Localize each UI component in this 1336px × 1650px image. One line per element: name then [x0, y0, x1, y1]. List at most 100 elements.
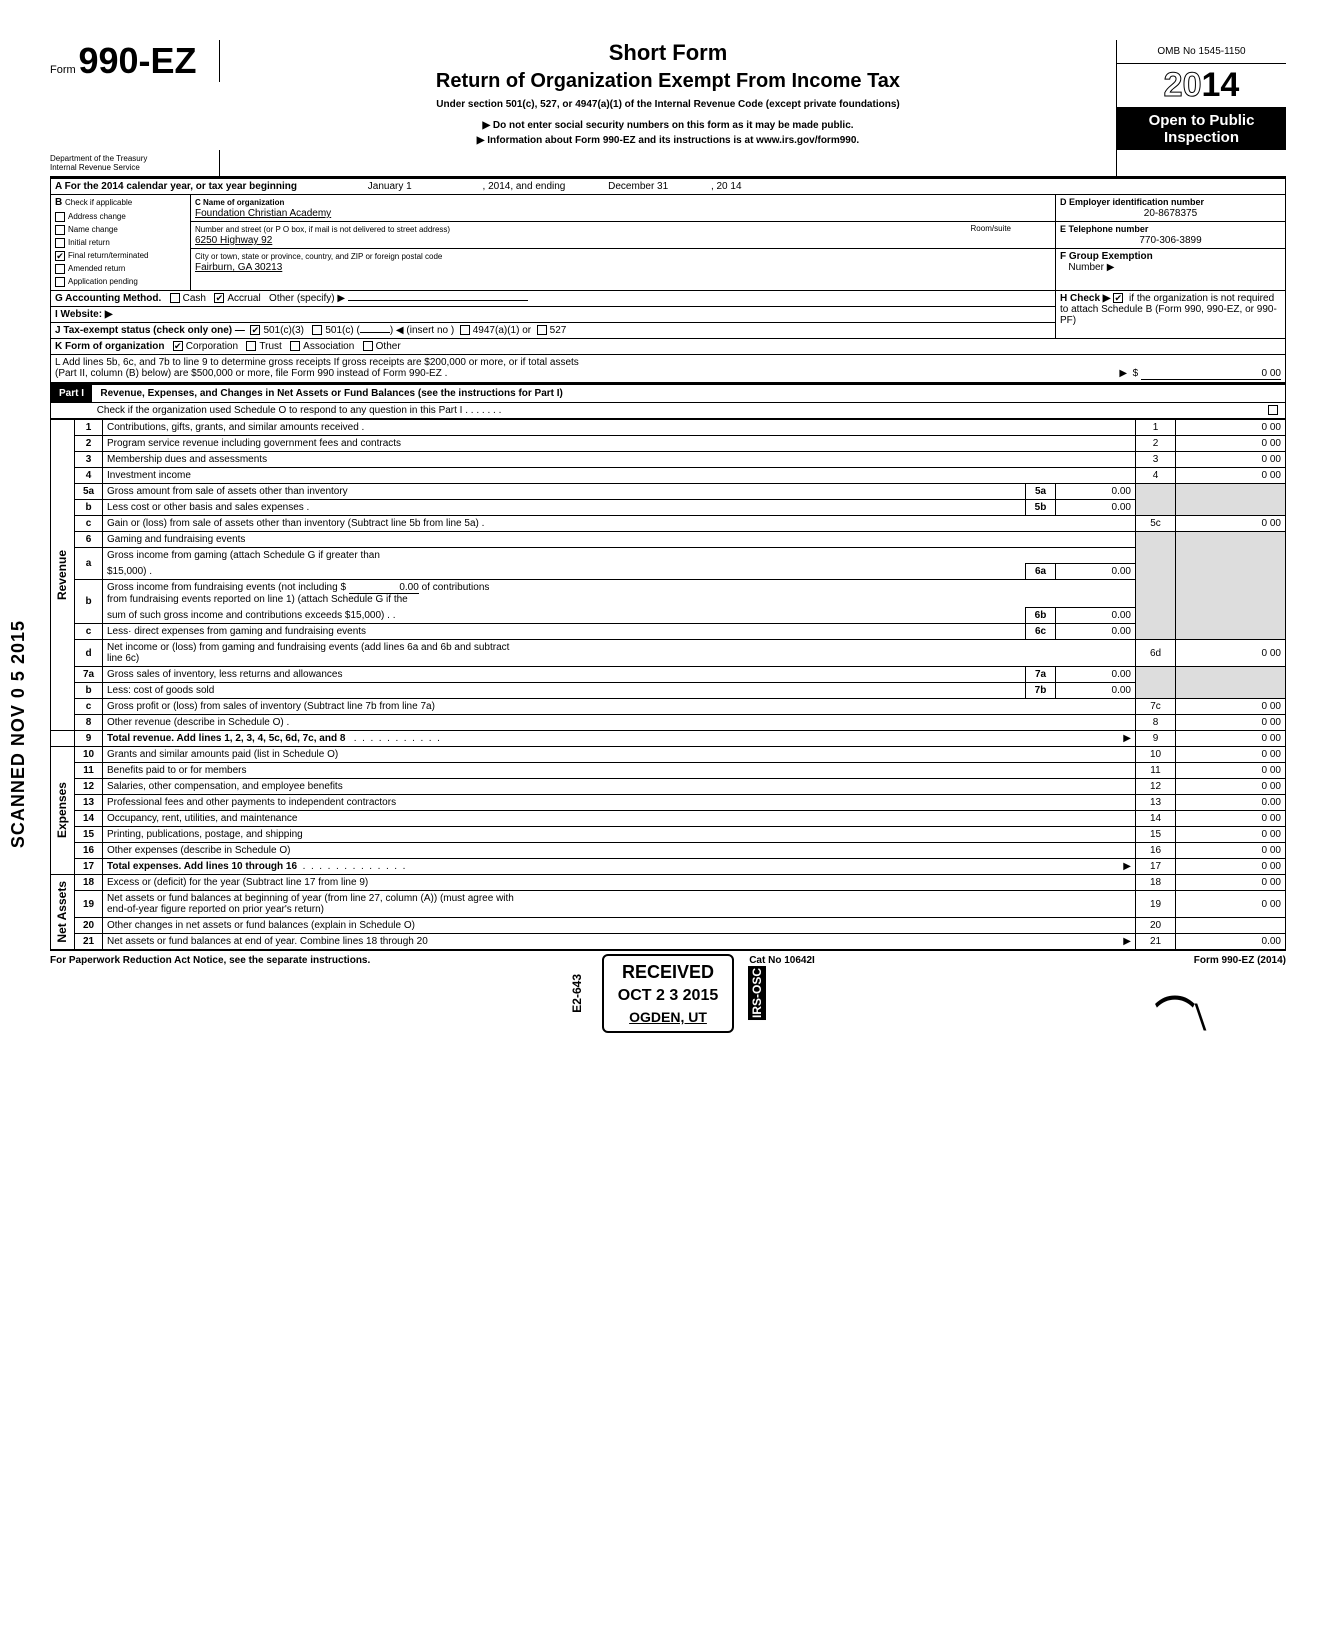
checkbox-final-return[interactable]: [55, 251, 65, 261]
label-g: G Accounting Method.: [55, 293, 161, 304]
line-21-arrow: ▶: [1123, 936, 1131, 947]
line-6b-sa: 0.00: [1056, 608, 1136, 624]
checkbox-accrual[interactable]: [214, 293, 224, 303]
line-5b-desc: Less cost or other basis and sales expen…: [103, 500, 1026, 516]
line-1-amt: 0 00: [1176, 420, 1286, 436]
checkbox-trust[interactable]: [246, 341, 256, 351]
checkbox-h[interactable]: [1113, 293, 1123, 303]
form-prefix: Form: [50, 64, 76, 76]
line-16-desc: Other expenses (describe in Schedule O): [103, 843, 1136, 859]
line-18-box: 18: [1136, 875, 1176, 891]
label-f: F Group Exemption: [1060, 251, 1153, 262]
checkbox-cash[interactable]: [170, 293, 180, 303]
part1-label: Part I: [51, 385, 92, 402]
period-end-yr: , 20 14: [711, 181, 742, 192]
section-d: D Employer identification number 20-8678…: [1056, 195, 1286, 222]
checkbox-corporation[interactable]: [173, 341, 183, 351]
line-20-box: 20: [1136, 918, 1176, 934]
line-7c-box: 7c: [1136, 699, 1176, 715]
line-6b-desc3: from fundraising events reported on line…: [107, 594, 408, 605]
checkbox-application-pending[interactable]: [55, 277, 65, 287]
line-6d-num: d: [75, 640, 103, 667]
section-f: F Group Exemption Number ▶: [1056, 249, 1286, 291]
stamp-ogden: OGDEN, UT: [618, 1009, 719, 1025]
line-7c-num: c: [75, 699, 103, 715]
line-6a-num: a: [75, 548, 103, 580]
line-6a-desc2: $15,000) .: [103, 564, 1026, 580]
line-17-amt: 0 00: [1176, 859, 1286, 875]
line-10-amt: 0 00: [1176, 747, 1286, 763]
checkbox-initial-return[interactable]: [55, 238, 65, 248]
line-17-box: 17: [1136, 859, 1176, 875]
checkbox-527[interactable]: [537, 325, 547, 335]
checkbox-address-change[interactable]: [55, 212, 65, 222]
opt-initial-return: Initial return: [68, 238, 110, 247]
checkbox-amended-return[interactable]: [55, 264, 65, 274]
label-k: K Form of organization: [55, 341, 164, 352]
line-15-box: 15: [1136, 827, 1176, 843]
row-l-line1: L Add lines 5b, 6c, and 7b to line 9 to …: [55, 357, 579, 368]
checkbox-name-change[interactable]: [55, 225, 65, 235]
checkbox-other-org[interactable]: [363, 341, 373, 351]
line-5c-num: c: [75, 516, 103, 532]
line-12-amt: 0 00: [1176, 779, 1286, 795]
department-row: Department of the TreasuryInternal Reven…: [50, 150, 1286, 178]
line-17-desc-text: Total expenses. Add lines 10 through 16: [107, 861, 297, 872]
opt-other-specify: Other (specify) ▶: [269, 293, 345, 304]
row-l-line2: (Part II, column (B) below) are $500,000…: [55, 368, 447, 379]
line-6c-desc: Less· direct expenses from gaming and fu…: [103, 624, 1026, 640]
line-19-desc1: Net assets or fund balances at beginning…: [107, 893, 514, 904]
line-9-desc: Total revenue. Add lines 1, 2, 3, 4, 5c,…: [103, 731, 1136, 747]
period-end: December 31: [568, 181, 708, 192]
line-9-box: 9: [1136, 731, 1176, 747]
line-1-box: 1: [1136, 420, 1176, 436]
stamp-e2: E2-643: [570, 974, 584, 1013]
lines-table: Revenue 1 Contributions, gifts, grants, …: [50, 419, 1286, 951]
line-6b-desc1: Gross income from fundraising events (no…: [107, 582, 346, 593]
street: 6250 Highway 92: [195, 235, 272, 246]
row-l-amt: 0 00: [1141, 368, 1281, 380]
org-name: Foundation Christian Academy: [195, 208, 331, 219]
street-label: Number and street (or P O box, if mail i…: [195, 225, 450, 234]
label-h: H Check ▶: [1060, 293, 1110, 304]
gray-7: [1136, 667, 1176, 699]
line-7b-num: b: [75, 683, 103, 699]
line-19-desc2: end-of-year figure reported on prior yea…: [107, 904, 324, 915]
line-11-desc: Benefits paid to or for members: [103, 763, 1136, 779]
line-6d-desc: Net income or (loss) from gaming and fun…: [103, 640, 1136, 667]
line-5c-desc: Gain or (loss) from sale of assets other…: [103, 516, 1136, 532]
label-d: D Employer identification number: [1060, 197, 1204, 207]
line-5b-num: b: [75, 500, 103, 516]
line-17-arrow: ▶: [1123, 861, 1131, 872]
line-10-box: 10: [1136, 747, 1176, 763]
section-c-name: C Name of organization Foundation Christ…: [191, 195, 1056, 222]
checkbox-association[interactable]: [290, 341, 300, 351]
omb-number: OMB No 1545-1150: [1117, 40, 1286, 64]
line-15-amt: 0 00: [1176, 827, 1286, 843]
checkbox-schedule-o[interactable]: [1268, 405, 1278, 415]
line-12-desc: Salaries, other compensation, and employ…: [103, 779, 1136, 795]
row-i: I Website: ▶: [51, 307, 1056, 323]
line-2-num: 2: [75, 436, 103, 452]
line-3-desc: Membership dues and assessments: [103, 452, 1136, 468]
line-8-num: 8: [75, 715, 103, 731]
phone: 770-306-3899: [1060, 235, 1281, 246]
opt-final-return: Final return/terminated: [68, 251, 148, 260]
line-5a-desc: Gross amount from sale of assets other t…: [103, 484, 1026, 500]
line-21-desc: Net assets or fund balances at end of ye…: [103, 934, 1136, 951]
period-label: A For the 2014 calendar year, or tax yea…: [55, 181, 297, 192]
checkbox-501c3[interactable]: [250, 325, 260, 335]
line-4-num: 4: [75, 468, 103, 484]
gray-6-amt: [1176, 532, 1286, 640]
opt-accrual: Accrual: [227, 293, 260, 304]
checkbox-4947[interactable]: [460, 325, 470, 335]
line-14-desc: Occupancy, rent, utilities, and maintena…: [103, 811, 1136, 827]
expenses-side-label: Expenses: [55, 782, 69, 838]
line-7a-sb: 7a: [1026, 667, 1056, 683]
line-5a-num: 5a: [75, 484, 103, 500]
part1-check-text: Check if the organization used Schedule …: [97, 405, 502, 416]
checkbox-501c[interactable]: [312, 325, 322, 335]
line-9-num: 9: [75, 731, 103, 747]
label-f-num: Number ▶: [1068, 262, 1114, 273]
line-8-amt: 0 00: [1176, 715, 1286, 731]
